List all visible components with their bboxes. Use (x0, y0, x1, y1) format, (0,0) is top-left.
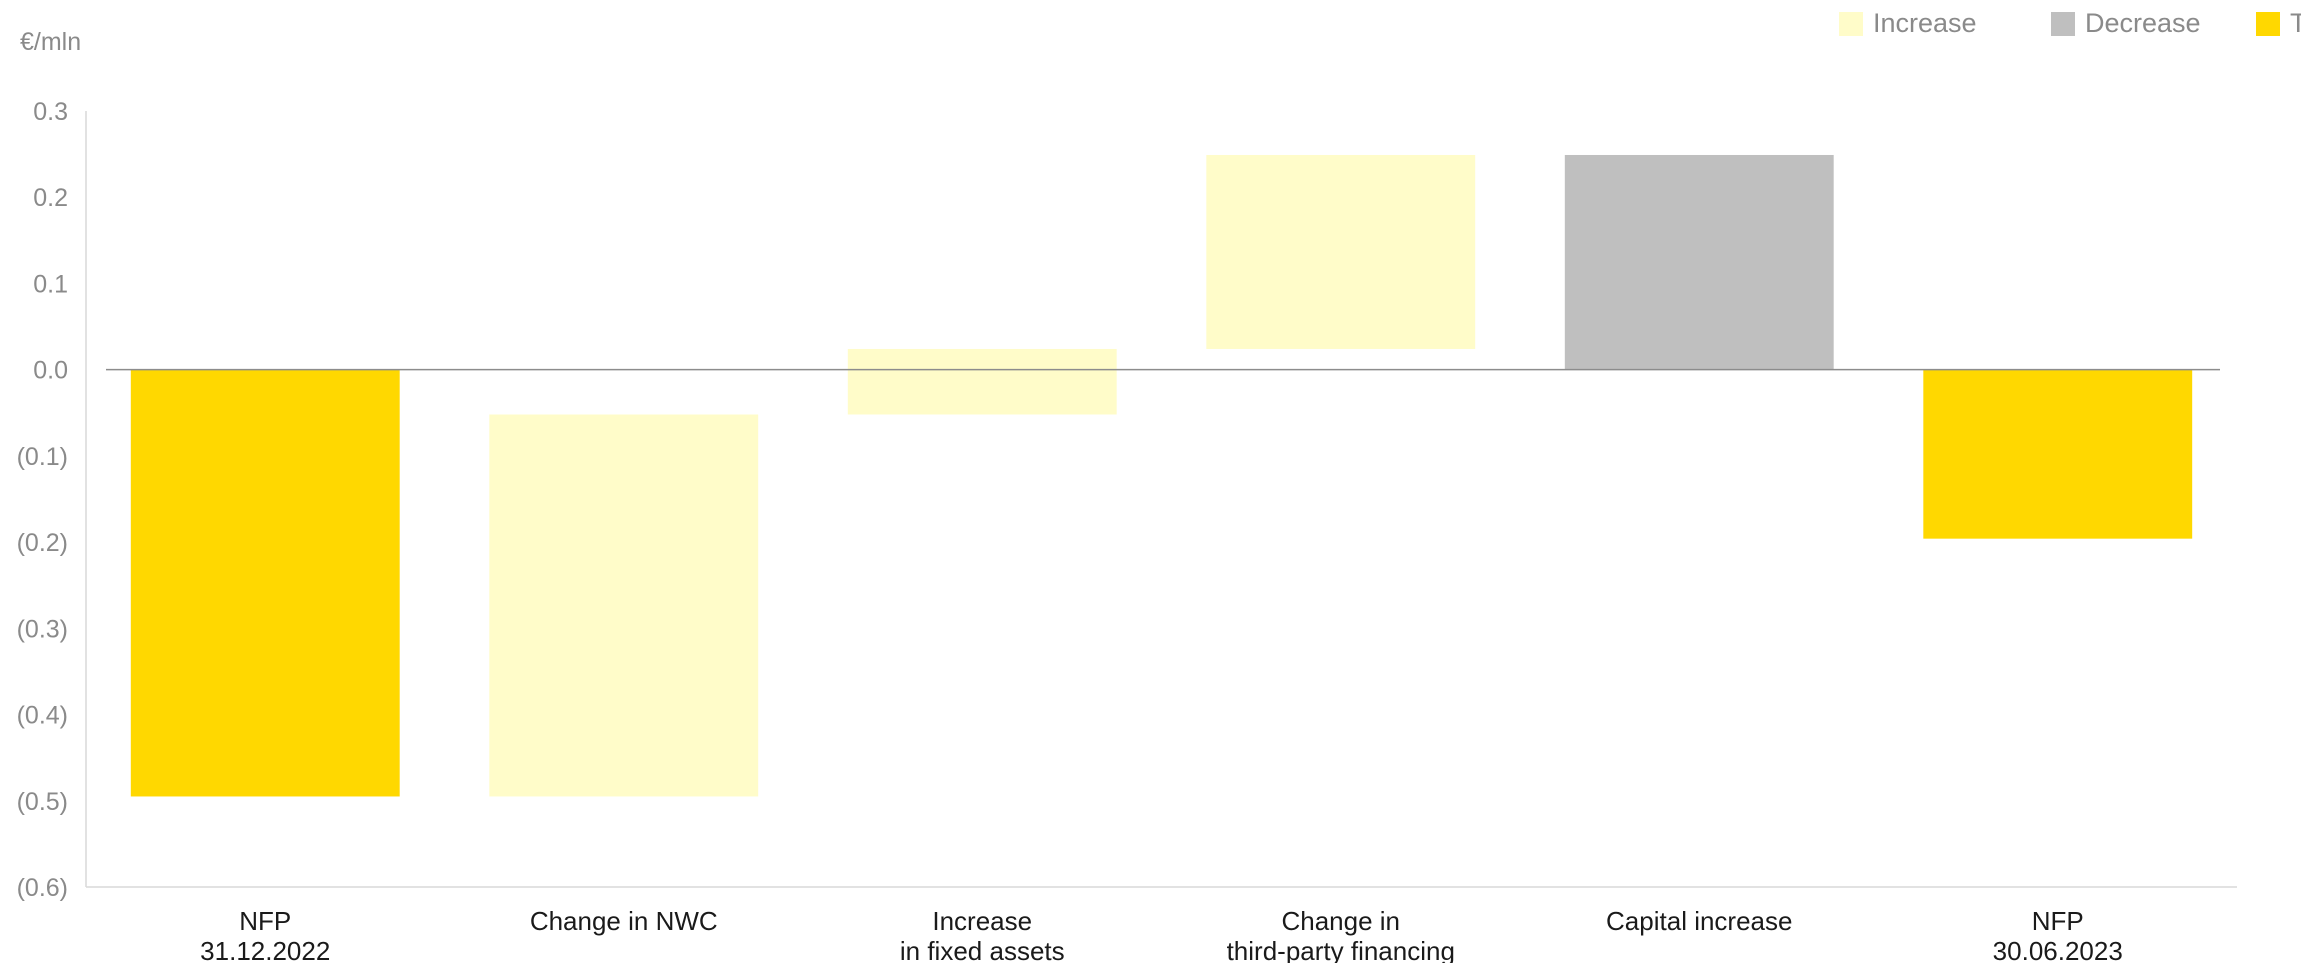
bar-increase (489, 414, 759, 797)
x-category-label: Increase in fixed assets (900, 906, 1065, 963)
x-category-label: Capital increase (1606, 906, 1792, 936)
x-category-label: NFP 31.12.2022 (200, 906, 330, 963)
legend-item-decrease: Decrease (2051, 8, 2201, 39)
y-tick-label: 0.1 (33, 270, 68, 298)
legend-swatch-increase (1839, 11, 1863, 36)
legend-label-total-cash: Total cash (2290, 8, 2301, 38)
bar-increase (1206, 154, 1476, 349)
bar-total-cash (1923, 369, 2193, 539)
legend-item-increase: Increase (1839, 8, 1977, 39)
y-axis-unit-label: €/mln (20, 28, 82, 56)
y-tick-label: (0.6) (17, 874, 68, 902)
bar-decrease (1564, 154, 1834, 370)
x-category-label-line: 31.12.2022 (200, 936, 330, 963)
legend-item-total-cash: Total cash (2256, 8, 2301, 39)
y-tick-label: (0.3) (17, 615, 68, 643)
x-category-label: NFP 30.06.2023 (1993, 906, 2123, 963)
bar-increase (847, 348, 1117, 415)
y-tick-label: (0.1) (17, 443, 68, 471)
y-tick-label: 0.3 (33, 98, 68, 126)
x-category-label-line: Capital increase (1606, 906, 1792, 936)
x-category-label-line: Change in NWC (530, 906, 718, 936)
x-category-label-line: Change in (1281, 906, 1400, 936)
x-category-label-line: in fixed assets (900, 936, 1065, 963)
y-tick-label: 0.2 (33, 184, 68, 212)
bar-total-cash (130, 369, 400, 797)
x-category-label-line: NFP (2032, 906, 2084, 936)
x-category-label: Change in NWC (530, 906, 718, 936)
x-category-label-line: NFP (239, 906, 291, 936)
x-category-label-line: third-party financing (1227, 936, 1455, 963)
y-tick-label: (0.4) (17, 702, 68, 730)
legend-label-increase: Increase (1873, 8, 1977, 38)
x-category-label-line: 30.06.2023 (1993, 936, 2123, 963)
legend-swatch-decrease (2051, 11, 2075, 36)
y-tick-label: (0.5) (17, 788, 68, 816)
x-category-label: Change in third-party financing (1227, 906, 1455, 963)
y-tick-label: (0.2) (17, 529, 68, 557)
legend-label-decrease: Decrease (2085, 8, 2201, 38)
x-category-label-line: Increase (932, 906, 1032, 936)
y-tick-label: 0.0 (33, 357, 68, 385)
legend-swatch-total-cash (2256, 11, 2280, 36)
